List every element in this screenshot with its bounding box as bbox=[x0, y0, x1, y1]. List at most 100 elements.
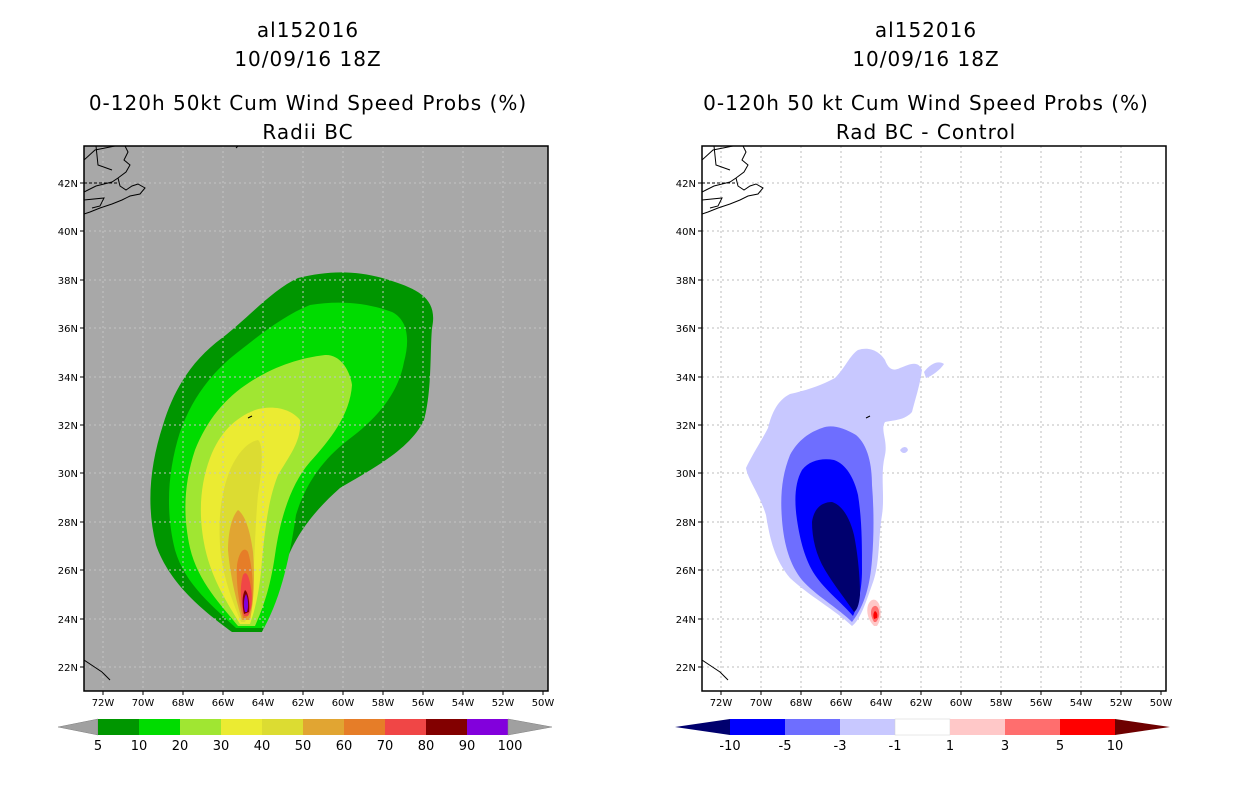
lat-label: 30N bbox=[58, 469, 78, 480]
lon-label: 62W bbox=[910, 698, 933, 709]
lon-label: 50W bbox=[532, 698, 555, 709]
colorbar-label: -5 bbox=[779, 739, 792, 754]
left-lon-labels: 72W 70W 68W 66W 64W 62W 60W 58W 56W 54W … bbox=[92, 698, 555, 709]
colorbar-swatch bbox=[139, 719, 180, 735]
lon-label: 56W bbox=[1030, 698, 1053, 709]
lon-label: 52W bbox=[492, 698, 515, 709]
right-colorbar: -10 -5 -3 -1 1 3 5 10 bbox=[675, 718, 1170, 754]
colorbar-under-arrow bbox=[57, 718, 99, 736]
colorbar-label: -10 bbox=[719, 739, 740, 754]
colorbar-label: 90 bbox=[459, 739, 476, 754]
right-lon-labels: 72W 70W 68W 66W 64W 62W 60W 58W 56W 54W … bbox=[710, 698, 1173, 709]
right-map-frame bbox=[701, 145, 1167, 692]
left-map-frame bbox=[83, 145, 549, 692]
colorbar-swatch bbox=[950, 719, 1005, 735]
left-gridlines bbox=[84, 146, 548, 691]
right-map: 42N 40N 38N 36N 34N 32N 30N 28N 26N 24N … bbox=[675, 145, 1173, 754]
colorbar-label: 30 bbox=[213, 739, 230, 754]
lat-label: 24N bbox=[58, 615, 78, 626]
colorbar-swatch bbox=[894, 718, 951, 736]
colorbar-swatch bbox=[303, 719, 344, 735]
left-title: 0-120h 50kt Cum Wind Speed Probs (%) bbox=[88, 91, 528, 115]
colorbar-swatch bbox=[840, 719, 895, 735]
right-storm-id: al152016 bbox=[874, 18, 978, 42]
lat-label: 34N bbox=[58, 373, 78, 384]
lat-label: 42N bbox=[58, 179, 78, 190]
lon-label: 50W bbox=[1150, 698, 1173, 709]
colorbar-swatch bbox=[1005, 719, 1060, 735]
left-subtitle: Radii BC bbox=[262, 120, 354, 144]
lat-label: 38N bbox=[58, 276, 78, 287]
colorbar-swatch bbox=[98, 719, 139, 735]
lat-label: 40N bbox=[58, 227, 78, 238]
lat-label: 30N bbox=[676, 469, 696, 480]
diff-contour-light bbox=[924, 362, 944, 378]
colorbar-swatch bbox=[385, 719, 426, 735]
lat-label: 26N bbox=[58, 566, 78, 577]
lon-label: 64W bbox=[252, 698, 275, 709]
colorbar-swatch bbox=[426, 719, 467, 735]
left-probability-contours bbox=[150, 272, 434, 632]
right-datetime: 10/09/16 18Z bbox=[852, 47, 1000, 71]
colorbar-swatch bbox=[221, 719, 262, 735]
lat-label: 32N bbox=[58, 421, 78, 432]
lat-label: 38N bbox=[676, 276, 696, 287]
colorbar-swatch bbox=[1060, 719, 1115, 735]
colorbar-swatch bbox=[262, 719, 303, 735]
lon-label: 54W bbox=[452, 698, 475, 709]
colorbar-label: 60 bbox=[336, 739, 353, 754]
lon-label: 72W bbox=[710, 698, 733, 709]
left-coastline bbox=[84, 146, 253, 681]
right-gridlines bbox=[702, 146, 1166, 691]
lon-label: 54W bbox=[1070, 698, 1093, 709]
lon-label: 66W bbox=[830, 698, 853, 709]
lat-label: 36N bbox=[676, 324, 696, 335]
colorbar-label: 10 bbox=[1107, 739, 1124, 754]
colorbar-label: 50 bbox=[295, 739, 312, 754]
lon-label: 64W bbox=[870, 698, 893, 709]
lon-label: 66W bbox=[212, 698, 235, 709]
lon-label: 52W bbox=[1110, 698, 1133, 709]
right-coastline bbox=[702, 146, 871, 681]
colorbar-swatch bbox=[785, 719, 840, 735]
colorbar-label: 20 bbox=[172, 739, 189, 754]
lat-label: 32N bbox=[676, 421, 696, 432]
right-lat-labels: 42N 40N 38N 36N 34N 32N 30N 28N 26N 24N … bbox=[676, 179, 696, 674]
colorbar-label: 70 bbox=[377, 739, 394, 754]
colorbar-under-arrow bbox=[675, 719, 730, 735]
colorbar-label: 10 bbox=[131, 739, 148, 754]
left-colorbar: 5 10 20 30 40 50 60 70 80 90 100 bbox=[57, 718, 553, 754]
lon-label: 68W bbox=[790, 698, 813, 709]
colorbar-label: 3 bbox=[1001, 739, 1009, 754]
left-storm-id: al152016 bbox=[256, 18, 360, 42]
lat-label: 36N bbox=[58, 324, 78, 335]
lat-label: 28N bbox=[676, 518, 696, 529]
lon-label: 56W bbox=[412, 698, 435, 709]
lat-label: 40N bbox=[676, 227, 696, 238]
colorbar-swatch bbox=[730, 719, 785, 735]
lat-label: 28N bbox=[58, 518, 78, 529]
lon-label: 62W bbox=[292, 698, 315, 709]
lon-label: 60W bbox=[332, 698, 355, 709]
lon-label: 58W bbox=[990, 698, 1013, 709]
colorbar-swatch bbox=[180, 719, 221, 735]
right-ticks bbox=[698, 182, 1162, 695]
colorbar-swatch bbox=[344, 719, 385, 735]
lon-label: 60W bbox=[950, 698, 973, 709]
colorbar-label: -1 bbox=[889, 739, 902, 754]
colorbar-label: -3 bbox=[834, 739, 847, 754]
lon-label: 70W bbox=[750, 698, 773, 709]
lon-label: 68W bbox=[172, 698, 195, 709]
colorbar-label: 1 bbox=[946, 739, 954, 754]
right-title: 0-120h 50 kt Cum Wind Speed Probs (%) bbox=[703, 91, 1149, 115]
diff-contour-light bbox=[900, 447, 908, 453]
contour-90 bbox=[243, 594, 249, 612]
left-ticks bbox=[80, 182, 544, 695]
colorbar-over-arrow bbox=[507, 718, 553, 736]
lat-label: 42N bbox=[676, 179, 696, 190]
lon-label: 70W bbox=[132, 698, 155, 709]
colorbar-label: 40 bbox=[254, 739, 271, 754]
right-subtitle: Rad BC - Control bbox=[835, 120, 1017, 144]
lat-label: 34N bbox=[676, 373, 696, 384]
